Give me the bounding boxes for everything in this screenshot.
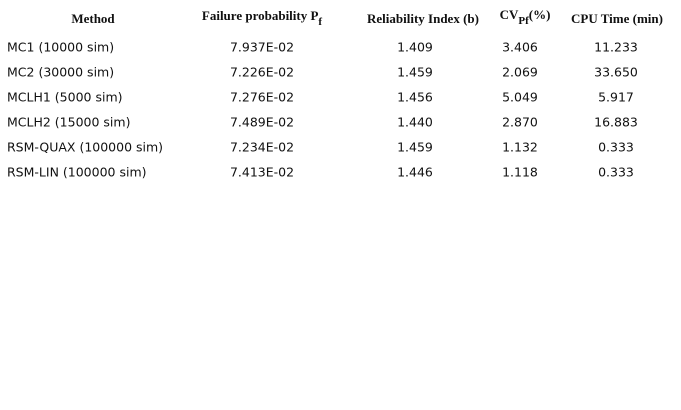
header-cell: Reliability Index (b) [367, 11, 479, 26]
table-cell: 1.459 [397, 65, 433, 80]
table-cell: 16.883 [594, 115, 638, 130]
header-subscript: Pf [518, 15, 529, 27]
table-cell: 7.234E-02 [230, 140, 294, 155]
table-cell: 7.489E-02 [230, 115, 294, 130]
header-text: Failure probability P [202, 8, 319, 23]
table-cell: 1.440 [397, 115, 433, 130]
table-cell: 1.118 [502, 165, 538, 180]
table-cell: RSM-QUAX (100000 sim) [7, 140, 163, 155]
table-cell: MC1 (10000 sim) [7, 40, 114, 55]
header-cell: Failure probability Pf [202, 8, 323, 28]
table-cell: 7.276E-02 [230, 90, 294, 105]
table-cell: 0.333 [598, 140, 634, 155]
table-cell: 7.413E-02 [230, 165, 294, 180]
table-cell: MC2 (30000 sim) [7, 65, 114, 80]
table-cell: 2.870 [502, 115, 538, 130]
table-cell: 0.333 [598, 165, 634, 180]
table-cell: 33.650 [594, 65, 638, 80]
table-cell: 11.233 [594, 40, 638, 55]
table-cell: 5.049 [502, 90, 538, 105]
header-text: CV [500, 7, 519, 22]
table-cell: 1.456 [397, 90, 433, 105]
table-cell: 1.409 [397, 40, 433, 55]
header-cell: CPU Time (min) [571, 11, 663, 26]
table-cell: 1.446 [397, 165, 433, 180]
table-cell: 7.226E-02 [230, 65, 294, 80]
table-cell: MCLH2 (15000 sim) [7, 115, 130, 130]
table-cell: MCLH1 (5000 sim) [7, 90, 123, 105]
header-cell: Method [71, 11, 115, 26]
table-cell: RSM-LIN (100000 sim) [7, 165, 147, 180]
header-text: (%) [529, 7, 551, 22]
header-subscript: f [318, 16, 322, 28]
table-cell: 1.132 [502, 140, 538, 155]
table-cell: 7.937E-02 [230, 40, 294, 55]
table-cell: 3.406 [502, 40, 538, 55]
header-cell: CVPf(%) [500, 7, 551, 27]
table-cell: 5.917 [598, 90, 634, 105]
table-cell: 1.459 [397, 140, 433, 155]
table-cell: 2.069 [502, 65, 538, 80]
